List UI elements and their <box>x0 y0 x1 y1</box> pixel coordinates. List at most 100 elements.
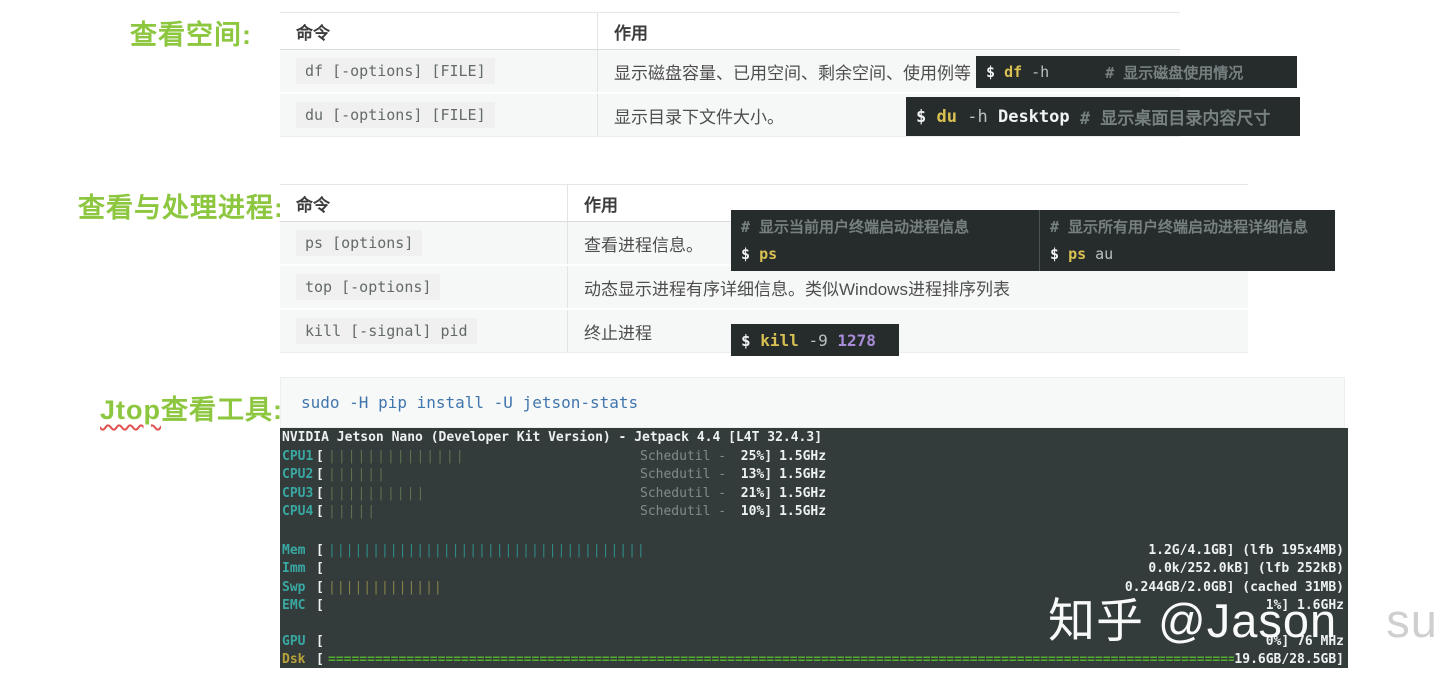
command-cell: du [-options] [FILE] <box>280 94 597 136</box>
header-cell-purpose: 作用 <box>567 185 1248 221</box>
command-cell: df [-options] [FILE] <box>280 50 597 92</box>
cpu-percent: 10%] <box>740 504 773 520</box>
jtop-word: Jtop <box>100 395 161 425</box>
shell-option: au <box>1095 244 1114 263</box>
bar-open-bracket: [ <box>316 561 324 577</box>
jtop-cpu-row: CPU3[|||||||||| Schedutil - 21%] 1.5GHz <box>280 484 1348 503</box>
table-header-row: 命令 作用 <box>280 12 1180 50</box>
bar-open-bracket: [ <box>316 598 324 614</box>
purpose-cell: 查看进程信息。 <box>567 222 1248 264</box>
jtop-gpu-row: GPU [0%] 76 MHz <box>280 632 1348 651</box>
command-code-chip: du [-options] [FILE] <box>296 102 495 128</box>
cpu-percent: 13%] <box>740 467 773 483</box>
section-heading-space: 查看空间: <box>130 20 252 50</box>
shell-option: -9 <box>808 330 828 350</box>
cpu-usage-bar: |||||||||| <box>328 485 427 501</box>
shell-argument: Desktop <box>997 106 1070 127</box>
terminal-snippet-du: $ du -h Desktop # 显示桌面目录内容尺寸 <box>906 97 1300 136</box>
gpu-label: GPU <box>282 633 306 649</box>
purpose-cell: 显示磁盘容量、已用空间、剩余空间、使用例等 <box>597 50 1180 92</box>
shell-comment: # 显示所有用户终端启动进程详细信息 <box>1050 217 1309 236</box>
watermark-tail: su <box>1386 594 1438 647</box>
disk-value: 19.6GB/28.5GB] <box>1234 652 1344 668</box>
shell-option: -h <box>967 106 988 127</box>
cpu-percent: 25%] <box>740 448 773 464</box>
shell-command: ps <box>1068 244 1087 263</box>
shell-comment: # 显示磁盘使用情况 <box>1105 63 1244 82</box>
cpu-usage-bar: |||||||||||||| <box>328 448 466 464</box>
purpose-cell: 显示目录下文件大小。 <box>597 94 1180 136</box>
purpose-cell: 终止进程 <box>567 310 1248 352</box>
bar-open-bracket: [ <box>316 504 324 520</box>
command-cell: top [-options] <box>280 266 567 308</box>
jtop-spacer <box>280 521 1348 541</box>
jtop-cpu-row: CPU2[|||||| Schedutil - 13%] 1.5GHz <box>280 466 1348 485</box>
jtop-mem-row: Swp [||||||||||||| 0.244GB/2.0GB] (cached … <box>280 578 1348 597</box>
section-heading-process: 查看与处理进程: <box>78 193 284 223</box>
command-code-chip: top [-options] <box>296 274 441 300</box>
mem-label: Mem <box>282 542 306 558</box>
shell-command: kill <box>760 330 799 350</box>
shell-prompt: $ <box>916 106 927 127</box>
disk-label: Dsk <box>282 652 306 668</box>
mem-label: EMC <box>282 598 306 614</box>
jtop-title: NVIDIA Jetson Nano (Developer Kit Versio… <box>282 430 823 445</box>
shell-command-line: $ ps <box>741 241 777 268</box>
bar-open-bracket: [ <box>316 652 324 668</box>
mem-value: 0.244GB/2.0GB] (cached 31MB) <box>1124 579 1344 595</box>
terminal-snippet-df: $ df -h # 显示磁盘使用情况 <box>976 56 1297 88</box>
mem-value: 1.2G/4.1GB] (lfb 195x4MB) <box>1148 542 1344 558</box>
terminal-snippet-ps-au: # 显示所有用户终端启动进程详细信息 $ ps au <box>1039 210 1335 271</box>
cpu-frequency: 1.5GHz <box>779 448 827 464</box>
bar-open-bracket: [ <box>316 542 324 558</box>
shell-prompt: $ <box>741 244 751 263</box>
cpu-governor: Schedutil - <box>640 504 727 520</box>
cpu-frequency: 1.5GHz <box>779 485 827 501</box>
shell-prompt: $ <box>741 330 751 350</box>
bar-open-bracket: [ <box>316 485 324 501</box>
command-code-chip: kill [-signal] pid <box>296 318 477 344</box>
jtop-heading-rest: 查看工具: <box>161 395 283 425</box>
header-cell-command: 命令 <box>296 195 330 215</box>
jtop-terminal: NVIDIA Jetson Nano (Developer Kit Versio… <box>280 428 1348 668</box>
bar-open-bracket: [ <box>316 579 324 595</box>
cpu-percent: 21%] <box>740 485 773 501</box>
shell-command: ps <box>759 244 778 263</box>
install-command-text: sudo -H pip install -U jetson-stats <box>301 393 639 412</box>
header-cell-purpose: 作用 <box>597 13 1180 49</box>
cpu-label: CPU4 <box>282 504 314 520</box>
shell-option: -h <box>1031 63 1050 81</box>
command-code-chip: ps [options] <box>296 230 423 256</box>
shell-command: du <box>936 106 957 127</box>
cpu-label: CPU2 <box>282 467 314 483</box>
jtop-mem-row: Mem [||||||||||||||||||||||||||||||||||||… <box>280 541 1348 560</box>
disk-usage-bar: ========================================… <box>328 652 1235 668</box>
mem-value: 0.0k/252.0kB] (lfb 252kB) <box>1148 561 1344 577</box>
mem-label: Swp <box>282 579 306 595</box>
terminal-snippet-ps: # 显示当前用户终端启动进程信息 $ ps <box>731 210 1039 271</box>
shell-comment: # 显示当前用户终端启动进程信息 <box>741 217 970 236</box>
mem-value: 1%] 1.6GHz <box>1265 598 1344 614</box>
shell-command-line: $ ps au <box>1050 241 1113 268</box>
cpu-governor: Schedutil - <box>640 485 727 501</box>
mem-usage-bar: |||||||||||||||||||||||||||||||||||| <box>328 542 646 558</box>
jtop-cpu-row: CPU1[|||||||||||||| Schedutil - 25%] 1.5GHz <box>280 447 1348 466</box>
cpu-governor: Schedutil - <box>640 467 727 483</box>
cpu-usage-bar: |||||| <box>328 467 387 483</box>
table-row: top [-options] 动态显示进程有序详细信息。类似Windows进程排… <box>280 266 1248 310</box>
jtop-mem-row: Imm [0.0k/252.0kB] (lfb 252kB) <box>280 560 1348 579</box>
cpu-usage-bar: ||||| <box>328 504 378 520</box>
shell-command: df <box>1004 63 1023 81</box>
watermark: 知乎 @Jason Hsu <box>1048 582 1438 651</box>
cpu-label: CPU3 <box>282 485 314 501</box>
header-cell-command: 命令 <box>296 23 330 43</box>
shell-comment: # 显示桌面目录内容尺寸 <box>1079 109 1271 129</box>
mem-label: Imm <box>282 561 306 577</box>
mem-usage-bar: ||||||||||||| <box>328 579 443 595</box>
section-heading-jtop: Jtop查看工具: <box>100 388 283 427</box>
cpu-label: CPU1 <box>282 448 314 464</box>
terminal-snippet-kill: $ kill -9 1278 <box>731 324 899 356</box>
cpu-governor: Schedutil - <box>640 448 727 464</box>
gpu-value: 0%] 76 MHz <box>1265 633 1344 649</box>
bar-open-bracket: [ <box>316 467 324 483</box>
